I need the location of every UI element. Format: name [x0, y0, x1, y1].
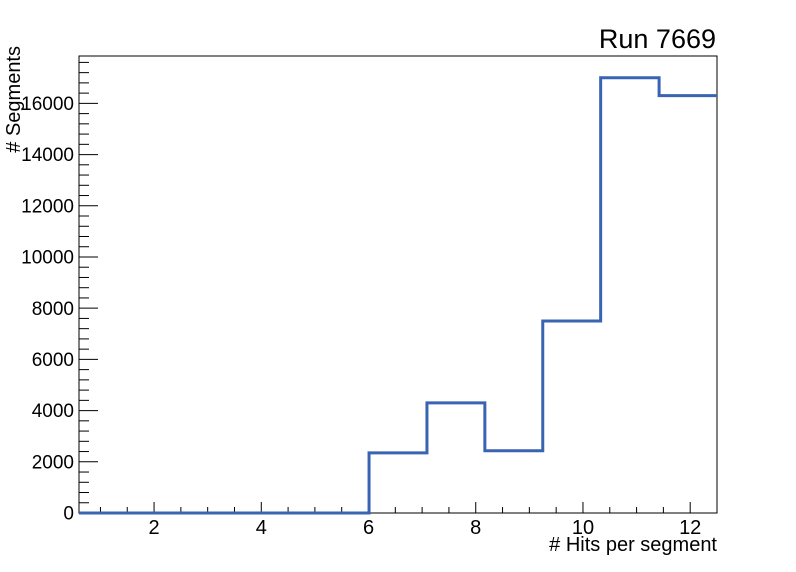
histogram-line — [79, 76, 717, 515]
y-axis-title: # Segments — [3, 46, 25, 153]
frame-layer — [78, 55, 718, 514]
histogram-layer — [79, 76, 717, 515]
tick-layer: 2 4 6 8 10 12 0 2000 4000 6000 8000 10000 12000 14000… — [21, 61, 718, 539]
y-tick-label: 4000 — [32, 401, 74, 422]
y-tick-label: 10000 — [21, 248, 74, 269]
y-tick-label: 12000 — [21, 196, 74, 217]
x-axis-title: # Hits per segment — [549, 534, 717, 556]
x-tick-label: 12 — [679, 517, 701, 539]
x-tick-label: 10 — [572, 517, 594, 539]
y-tick-label: 2000 — [32, 452, 74, 473]
x-tick-label: 2 — [148, 517, 159, 539]
plot-frame — [78, 55, 718, 514]
x-tick-label: 6 — [363, 517, 374, 539]
y-tick-label: 16000 — [21, 94, 74, 115]
x-tick-label: 8 — [470, 517, 481, 539]
x-tick-label: 4 — [256, 517, 267, 539]
y-tick-label: 0 — [63, 504, 74, 525]
y-tick-label: 6000 — [32, 350, 74, 371]
y-tick-label: 14000 — [21, 145, 74, 166]
y-tick-label: 8000 — [32, 299, 74, 320]
plot-title: Run 7669 — [599, 24, 716, 54]
